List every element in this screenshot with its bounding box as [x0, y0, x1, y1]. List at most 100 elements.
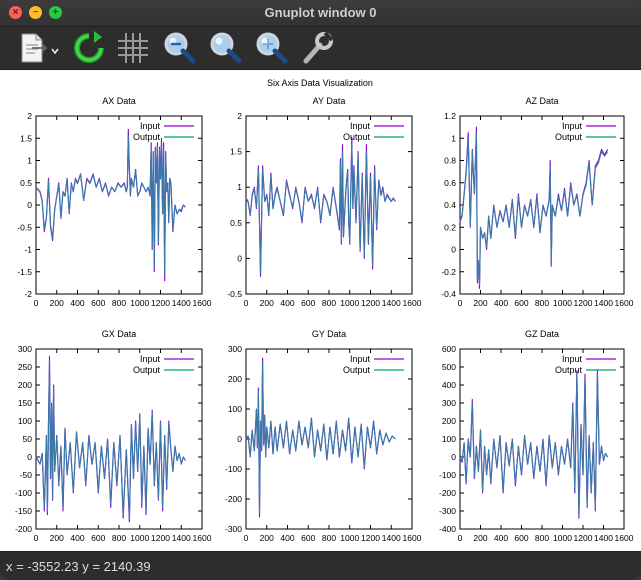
y-tick-label: -1.5 — [17, 267, 32, 277]
y-tick-label: 0 — [237, 434, 242, 444]
x-tick-label: 1000 — [553, 533, 572, 543]
x-tick-label: 800 — [535, 298, 549, 308]
series-line-output — [459, 373, 609, 517]
series-line-input — [35, 355, 186, 523]
y-tick-label: 1.5 — [230, 147, 242, 157]
minimize-window-button[interactable]: − — [29, 6, 42, 19]
x-tick-label: 0 — [34, 298, 39, 308]
legend-label: Output — [555, 365, 583, 375]
y-tick-label: -2 — [24, 289, 32, 299]
x-tick-label: 1000 — [130, 533, 149, 543]
y-tick-label: 200 — [442, 416, 456, 426]
x-tick-label: 200 — [473, 298, 487, 308]
x-tick-label: 800 — [322, 298, 336, 308]
zoom-next-button[interactable] — [208, 31, 242, 65]
y-tick-label: 600 — [442, 344, 456, 354]
y-tick-label: 500 — [442, 362, 456, 372]
plot-border — [245, 115, 413, 295]
y-tick-label: -300 — [439, 506, 456, 516]
plot-border — [35, 115, 203, 295]
close-window-button[interactable]: × — [9, 6, 22, 19]
export-document-icon — [21, 33, 59, 63]
close-icon: × — [12, 7, 19, 18]
x-tick-label: 800 — [112, 533, 126, 543]
autoscale-button[interactable] — [254, 31, 288, 65]
figure-title: Six Axis Data Visualization — [267, 78, 373, 88]
x-tick-label: 1200 — [361, 298, 380, 308]
y-tick-label: 0 — [451, 245, 456, 255]
series-line-output — [245, 361, 396, 514]
y-tick-label: 0 — [237, 253, 242, 263]
y-tick-label: 0.4 — [444, 200, 456, 210]
subplot-3: AZ Data 0 200 400 600 800 1000 1200 1400 1600 -0.4… — [441, 96, 633, 308]
y-tick-label: 200 — [18, 380, 32, 390]
maximize-window-button[interactable]: + — [49, 6, 62, 19]
x-tick-label: 1400 — [382, 533, 401, 543]
x-tick-label: 1600 — [403, 298, 422, 308]
x-tick-label: 1400 — [382, 298, 401, 308]
y-tick-label: -200 — [439, 488, 456, 498]
x-tick-label: 1600 — [193, 298, 212, 308]
x-tick-label: 200 — [260, 298, 274, 308]
x-tick-label: 1600 — [615, 533, 634, 543]
y-tick-label: -0.5 — [17, 222, 32, 232]
x-tick-label: 600 — [91, 298, 105, 308]
legend-label: Output — [343, 365, 371, 375]
plot-canvas[interactable]: Six Axis Data Visualization AX Data 0 200 4… — [0, 70, 641, 551]
x-tick-label: 400 — [280, 298, 294, 308]
zoom-previous-button[interactable] — [162, 31, 196, 65]
x-tick-label: 1600 — [193, 533, 212, 543]
replot-button[interactable] — [72, 31, 106, 65]
y-tick-label: 0.5 — [20, 178, 32, 188]
grid-button[interactable] — [116, 31, 150, 65]
y-tick-label: -50 — [20, 470, 33, 480]
y-tick-label: 0 — [451, 452, 456, 462]
autoscale-icon — [256, 32, 288, 64]
y-tick-label: -150 — [15, 506, 32, 516]
replot-icon — [74, 31, 104, 63]
title-bar: × − + Gnuplot window 0 — [0, 0, 641, 27]
y-tick-label: 50 — [23, 434, 33, 444]
y-tick-label: -0.2 — [441, 267, 456, 277]
x-tick-label: 200 — [50, 533, 64, 543]
x-tick-label: 200 — [50, 298, 64, 308]
y-tick-label: -300 — [225, 524, 242, 534]
legend-label: Output — [133, 132, 161, 142]
x-tick-label: 800 — [112, 298, 126, 308]
y-tick-label: 1 — [451, 133, 456, 143]
subplot-title: AZ Data — [525, 96, 558, 106]
window-title: Gnuplot window 0 — [264, 5, 377, 20]
y-tick-label: 100 — [18, 416, 32, 426]
y-tick-label: 0 — [27, 452, 32, 462]
maximize-icon: + — [52, 7, 59, 18]
y-tick-label: 0.5 — [230, 218, 242, 228]
y-tick-label: 1.2 — [444, 111, 456, 121]
x-tick-label: 600 — [91, 533, 105, 543]
x-tick-label: 1200 — [361, 533, 380, 543]
x-tick-label: 800 — [322, 533, 336, 543]
subplot-2: AY Data 0 200 400 600 800 1000 1200 1400 1600 -0.5… — [227, 96, 421, 308]
x-tick-label: 400 — [494, 533, 508, 543]
x-tick-label: 0 — [244, 533, 249, 543]
y-tick-label: -200 — [225, 494, 242, 504]
y-tick-label: 300 — [18, 344, 32, 354]
settings-button[interactable] — [300, 31, 334, 65]
subplot-title: AX Data — [102, 96, 136, 106]
legend-label: Output — [555, 132, 583, 142]
x-tick-label: 1000 — [130, 298, 149, 308]
y-tick-label: 1 — [27, 156, 32, 166]
x-tick-label: 1400 — [172, 298, 191, 308]
legend-label: Input — [140, 121, 161, 131]
settings-wrench-icon — [303, 31, 334, 64]
legend-label: Output — [133, 365, 161, 375]
y-tick-label: -1 — [24, 245, 32, 255]
x-tick-label: 1400 — [594, 298, 613, 308]
x-tick-label: 1200 — [151, 533, 170, 543]
x-tick-label: 1000 — [340, 533, 359, 543]
export-button[interactable] — [18, 31, 64, 65]
x-tick-label: 0 — [244, 298, 249, 308]
legend-label: Input — [140, 354, 161, 364]
x-tick-label: 1400 — [172, 533, 191, 543]
